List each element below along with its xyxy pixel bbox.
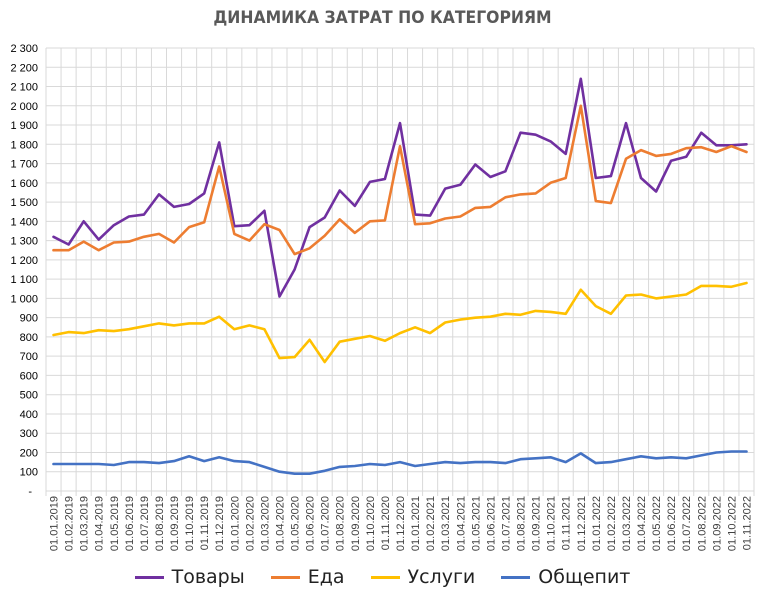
- legend-item-uslugi[interactable]: Услуги: [370, 566, 476, 588]
- svg-text:01.09.2022: 01.09.2022: [711, 496, 723, 551]
- horizontal-gridlines: [46, 47, 754, 492]
- svg-text:01.05.2020: 01.05.2020: [290, 496, 302, 551]
- legend-item-obshchepit[interactable]: Общепит: [501, 566, 630, 588]
- svg-text:1 700: 1 700: [10, 159, 38, 171]
- svg-text:700: 700: [20, 351, 38, 363]
- svg-text:01.05.2019: 01.05.2019: [109, 496, 121, 551]
- svg-text:01.03.2019: 01.03.2019: [79, 496, 91, 551]
- series-line-Товары: [52, 77, 748, 298]
- svg-text:01.05.2022: 01.05.2022: [651, 496, 663, 551]
- legend-label: Товары: [171, 566, 245, 588]
- svg-text:01.12.2021: 01.12.2021: [576, 496, 588, 551]
- svg-text:01.11.2020: 01.11.2020: [380, 496, 392, 550]
- legend-label: Услуги: [407, 566, 476, 588]
- svg-text:1 800: 1 800: [10, 139, 38, 151]
- series-line-Еда: [52, 104, 748, 256]
- svg-text:1 600: 1 600: [10, 178, 38, 190]
- svg-text:1 500: 1 500: [10, 197, 38, 209]
- x-axis-tick-labels: 01.01.2019 01.02.2019 01.03.2019 01.04.2019…: [49, 496, 754, 551]
- legend-swatch-line-icon: [370, 575, 400, 579]
- chart-title: ДИНАМИКА ЗАТРАТ ПО КАТЕГОРИЯМ: [213, 8, 552, 28]
- svg-text:-: -: [28, 486, 32, 498]
- svg-text:01.10.2020: 01.10.2020: [365, 496, 377, 551]
- legend-swatch-line-icon: [501, 575, 531, 579]
- svg-text:01.08.2022: 01.08.2022: [696, 496, 708, 551]
- svg-text:01.01.2019: 01.01.2019: [49, 496, 61, 551]
- legend-label: Еда: [307, 566, 345, 588]
- svg-text:300: 300: [20, 428, 38, 440]
- svg-text:01.08.2019: 01.08.2019: [154, 496, 166, 551]
- svg-text:01.01.2020: 01.01.2020: [229, 496, 241, 551]
- svg-text:01.06.2022: 01.06.2022: [666, 496, 678, 551]
- chart-legend: Товары Еда Услуги Общепит: [0, 566, 765, 588]
- svg-text:01.12.2019: 01.12.2019: [214, 496, 226, 551]
- svg-text:01.07.2020: 01.07.2020: [320, 496, 332, 551]
- y-axis-tick-labels: - 100 200 300 400 500 600 700 800 900 1 000 1 100 1 …: [10, 43, 38, 498]
- svg-text:01.01.2021: 01.01.2021: [410, 496, 422, 551]
- svg-text:01.10.2021: 01.10.2021: [546, 496, 558, 551]
- svg-text:01.11.2022: 01.11.2022: [741, 496, 753, 550]
- svg-text:01.07.2021: 01.07.2021: [500, 496, 512, 551]
- svg-text:01.03.2020: 01.03.2020: [259, 496, 271, 551]
- svg-text:01.06.2019: 01.06.2019: [124, 496, 136, 551]
- svg-text:800: 800: [20, 332, 38, 344]
- legend-swatch-line-icon: [134, 575, 164, 579]
- svg-text:01.02.2021: 01.02.2021: [425, 496, 437, 551]
- svg-text:01.07.2019: 01.07.2019: [139, 496, 151, 551]
- svg-text:2 200: 2 200: [10, 62, 38, 74]
- legend-swatch-line-icon: [270, 575, 300, 579]
- svg-text:01.07.2022: 01.07.2022: [681, 496, 693, 551]
- svg-text:01.02.2020: 01.02.2020: [244, 496, 256, 551]
- svg-text:01.04.2020: 01.04.2020: [274, 496, 286, 551]
- svg-text:01.10.2019: 01.10.2019: [184, 496, 196, 551]
- svg-text:01.03.2021: 01.03.2021: [440, 496, 452, 551]
- series-line-Услуги: [52, 281, 748, 364]
- svg-text:1 100: 1 100: [10, 274, 38, 286]
- svg-text:2 000: 2 000: [10, 101, 38, 113]
- svg-text:01.11.2019: 01.11.2019: [199, 496, 211, 550]
- svg-text:01.09.2020: 01.09.2020: [350, 496, 362, 551]
- svg-text:01.05.2021: 01.05.2021: [470, 496, 482, 551]
- svg-text:2 300: 2 300: [10, 43, 38, 55]
- svg-text:2 100: 2 100: [10, 82, 38, 94]
- svg-text:01.06.2020: 01.06.2020: [305, 496, 317, 551]
- svg-text:01.04.2022: 01.04.2022: [636, 496, 648, 551]
- svg-text:01.11.2021: 01.11.2021: [561, 496, 573, 550]
- svg-text:01.06.2021: 01.06.2021: [485, 496, 497, 551]
- svg-text:01.12.2020: 01.12.2020: [395, 496, 407, 551]
- legend-item-eda[interactable]: Еда: [270, 566, 345, 588]
- vertical-gridlines: [45, 48, 755, 496]
- svg-text:600: 600: [20, 370, 38, 382]
- series-line-Общепит: [52, 450, 748, 476]
- svg-text:01.02.2019: 01.02.2019: [64, 496, 76, 551]
- svg-text:500: 500: [20, 390, 38, 402]
- svg-text:1 300: 1 300: [10, 236, 38, 248]
- svg-text:1 900: 1 900: [10, 120, 38, 132]
- svg-text:01.03.2022: 01.03.2022: [621, 496, 633, 551]
- svg-text:01.04.2019: 01.04.2019: [94, 496, 106, 551]
- svg-text:01.09.2019: 01.09.2019: [169, 496, 181, 551]
- legend-item-tovary[interactable]: Товары: [134, 566, 245, 588]
- svg-text:01.04.2021: 01.04.2021: [455, 496, 467, 551]
- svg-text:01.01.2022: 01.01.2022: [591, 496, 603, 551]
- legend-label: Общепит: [538, 566, 631, 588]
- svg-text:01.08.2020: 01.08.2020: [335, 496, 347, 551]
- line-chart-plot: - 100 200 300 400 500 600 700 800 900 1 000 1 100 1 …: [10, 43, 755, 551]
- svg-text:1 000: 1 000: [10, 293, 38, 305]
- svg-text:900: 900: [20, 313, 38, 325]
- svg-text:1 200: 1 200: [10, 255, 38, 267]
- svg-text:100: 100: [20, 467, 38, 479]
- svg-text:200: 200: [20, 447, 38, 459]
- svg-text:400: 400: [20, 409, 38, 421]
- svg-text:01.08.2021: 01.08.2021: [516, 496, 528, 551]
- svg-text:01.10.2022: 01.10.2022: [726, 496, 738, 551]
- svg-text:01.09.2021: 01.09.2021: [531, 496, 543, 551]
- data-series: [52, 77, 748, 476]
- svg-text:1 400: 1 400: [10, 216, 38, 228]
- svg-text:01.02.2022: 01.02.2022: [606, 496, 618, 551]
